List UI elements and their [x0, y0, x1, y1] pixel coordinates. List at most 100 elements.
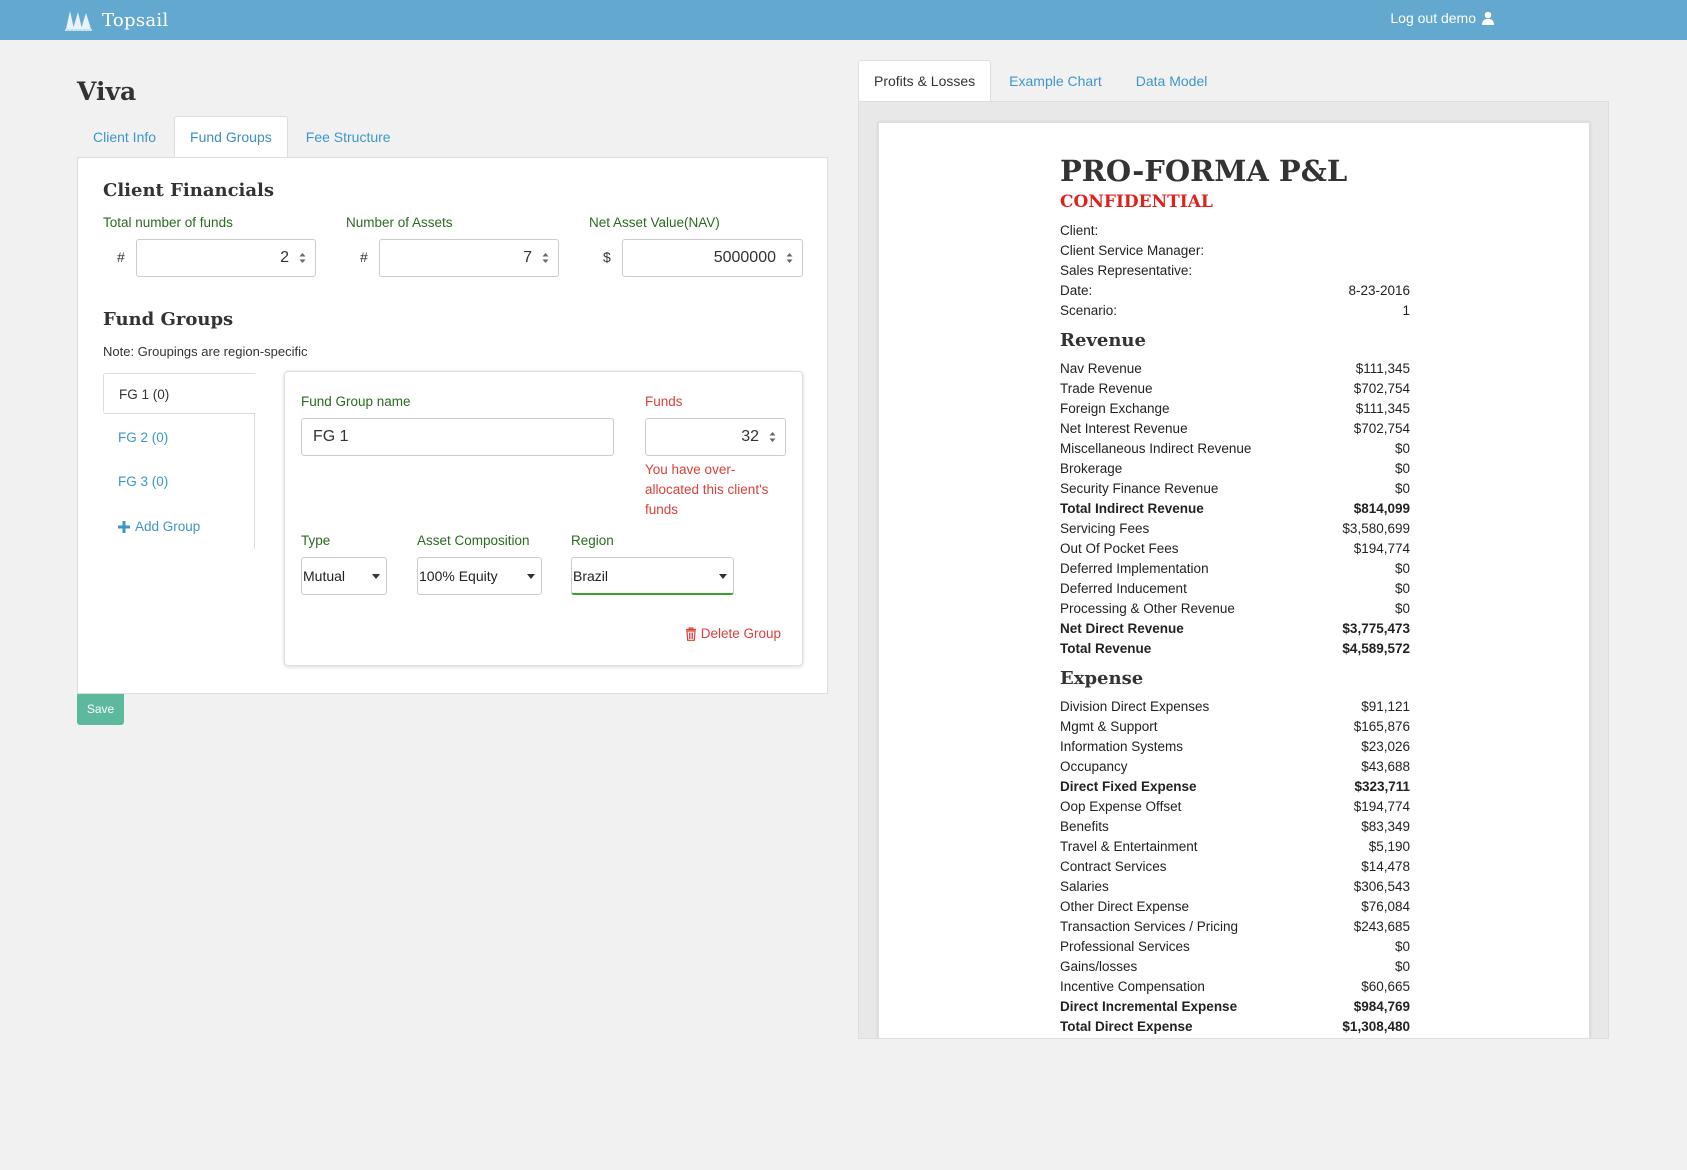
report-row-label: Gains/losses	[1060, 959, 1138, 974]
report-row: Deferred Implementation $0	[1060, 559, 1410, 579]
type-value: Mutual	[303, 568, 346, 584]
num-assets-input[interactable]: 7	[379, 239, 559, 277]
funds-input[interactable]: 32	[645, 418, 786, 456]
report-row-label: Net Direct Revenue	[1060, 621, 1184, 636]
report-row: Scenario: 1	[1060, 301, 1410, 321]
region-note: Note: Groupings are region-specific	[103, 344, 308, 359]
report-row-value: $194,774	[1353, 799, 1410, 814]
expense-heading: Expense	[1060, 668, 1144, 689]
report-row-value: $60,665	[1361, 979, 1410, 994]
report-tabs: Profits & Losses Example Chart Data Mode…	[858, 60, 1225, 101]
report-row-label: Servicing Fees	[1060, 521, 1150, 536]
report-row: Net Interest Revenue $702,754	[1060, 419, 1410, 439]
total-funds-input[interactable]: 2	[136, 239, 316, 277]
report-row: Benefits $83,349	[1060, 817, 1410, 837]
report-row: Nav Revenue $111,345	[1060, 359, 1410, 379]
report-row-label: Benefits	[1060, 819, 1109, 834]
report-row-value: $83,349	[1361, 819, 1410, 834]
report-row: Other Direct Expense $76,084	[1060, 897, 1410, 917]
type-label: Type	[301, 533, 331, 548]
report-row: Brokerage $0	[1060, 459, 1410, 479]
delete-group-label: Delete Group	[700, 626, 781, 641]
confidential-label: CONFIDENTIAL	[1060, 192, 1213, 212]
expense-table: Division Direct Expenses $91,121 Mgmt & Su…	[1060, 697, 1410, 1037]
report-row-value: $194,774	[1353, 541, 1410, 556]
fund-group-name-input[interactable]: FG 1	[301, 418, 614, 456]
report-row-label: Total Direct Expense	[1060, 1019, 1193, 1034]
report-row-label: Information Systems	[1060, 739, 1184, 754]
report-row-label: Occupancy	[1060, 759, 1128, 774]
client-tabs: Client Info Fund Groups Fee Structure	[77, 116, 409, 157]
report-row-label: Oop Expense Offset	[1060, 799, 1182, 814]
region-select[interactable]: Brazil	[571, 557, 734, 595]
report-row-label: Client:	[1060, 223, 1099, 238]
report-row-label: Deferred Implementation	[1060, 561, 1209, 576]
report-row-label: Mgmt & Support	[1060, 719, 1158, 734]
fund-groups-panel: Client Financials Total number of funds …	[77, 157, 828, 694]
sails-logo-icon	[65, 11, 92, 31]
report-row-label: Other Direct Expense	[1060, 899, 1190, 914]
report-panel[interactable]: PRO-FORMA P&L CONFIDENTIAL Client: Client…	[858, 101, 1609, 1039]
add-group-button[interactable]: Add Group	[118, 519, 200, 534]
nav-value: 5000000	[713, 249, 776, 266]
revenue-heading: Revenue	[1060, 330, 1146, 351]
fund-groups-title: Fund Groups	[103, 309, 234, 330]
tab-profits-losses[interactable]: Profits & Losses	[858, 60, 992, 101]
tab-fund-groups[interactable]: Fund Groups	[174, 116, 288, 157]
report-row: Sales Representative:	[1060, 261, 1410, 281]
report-row-label: Transaction Services / Pricing	[1060, 919, 1239, 934]
spinner-icon[interactable]	[786, 252, 793, 264]
report-row-value: $4,589,572	[1342, 641, 1410, 656]
tab-data-model[interactable]: Data Model	[1135, 73, 1208, 89]
navbar: Topsail Log out demo	[0, 0, 1687, 40]
delete-group-button[interactable]: Delete Group	[685, 626, 781, 641]
total-funds-label: Total number of funds	[103, 215, 233, 230]
spinner-icon[interactable]	[769, 431, 776, 443]
report-row-label: Scenario:	[1060, 303, 1118, 318]
report-row: Trade Revenue $702,754	[1060, 379, 1410, 399]
report-row-value: $1,308,480	[1342, 1019, 1410, 1034]
nav-input[interactable]: 5000000	[622, 239, 803, 277]
tab-fee-structure[interactable]: Fee Structure	[305, 129, 391, 145]
fund-group-item[interactable]: FG 3 (0)	[118, 474, 169, 489]
fund-group-name-value: FG 1	[313, 428, 349, 445]
report-row-label: Out Of Pocket Fees	[1060, 541, 1179, 556]
report-row-value: 1	[1402, 303, 1410, 318]
save-button[interactable]: Save	[77, 694, 124, 725]
report-row-value: $3,580,699	[1342, 521, 1410, 536]
report-row-value: $0	[1394, 939, 1410, 954]
total-funds-addon: #	[117, 249, 125, 265]
report-row-value: $0	[1394, 481, 1410, 496]
asset-composition-value: 100% Equity	[419, 568, 498, 584]
report-row-label: Date:	[1060, 283, 1093, 298]
num-assets-addon: #	[360, 249, 368, 265]
fund-group-item[interactable]: FG 2 (0)	[118, 430, 169, 445]
report-row: Total Direct Expense $1,308,480	[1060, 1017, 1410, 1037]
tab-client-info[interactable]: Client Info	[93, 129, 157, 145]
report-row: Servicing Fees $3,580,699	[1060, 519, 1410, 539]
report-row: Transaction Services / Pricing $243,685	[1060, 917, 1410, 937]
asset-composition-select[interactable]: 100% Equity	[417, 557, 542, 595]
report-row-label: Salaries	[1060, 879, 1109, 894]
report-row-value: $814,099	[1353, 501, 1410, 516]
spinner-icon[interactable]	[299, 252, 306, 264]
region-value: Brazil	[573, 568, 609, 584]
report-row-value: $0	[1394, 581, 1410, 596]
report-row: Out Of Pocket Fees $194,774	[1060, 539, 1410, 559]
fund-group-name-label: Fund Group name	[301, 394, 411, 409]
report-row-label: Security Finance Revenue	[1060, 481, 1219, 496]
report-row-value: $76,084	[1361, 899, 1410, 914]
report-row-label: Miscellaneous Indirect Revenue	[1060, 441, 1252, 456]
num-assets-value: 7	[523, 249, 532, 266]
fund-group-item[interactable]: FG 1 (0)	[103, 373, 256, 414]
brand[interactable]: Topsail	[64, 6, 169, 34]
spinner-icon[interactable]	[542, 252, 549, 264]
tab-example-chart[interactable]: Example Chart	[1009, 73, 1102, 89]
pl-report: PRO-FORMA P&L CONFIDENTIAL Client: Client…	[1060, 153, 1410, 1037]
logout-link[interactable]: Log out demo	[1390, 10, 1495, 26]
report-row: Miscellaneous Indirect Revenue $0	[1060, 439, 1410, 459]
type-select[interactable]: Mutual	[301, 557, 387, 595]
report-row: Client:	[1060, 221, 1410, 241]
report-row-value: $43,688	[1361, 759, 1410, 774]
report-row-value: $91,121	[1361, 699, 1410, 714]
